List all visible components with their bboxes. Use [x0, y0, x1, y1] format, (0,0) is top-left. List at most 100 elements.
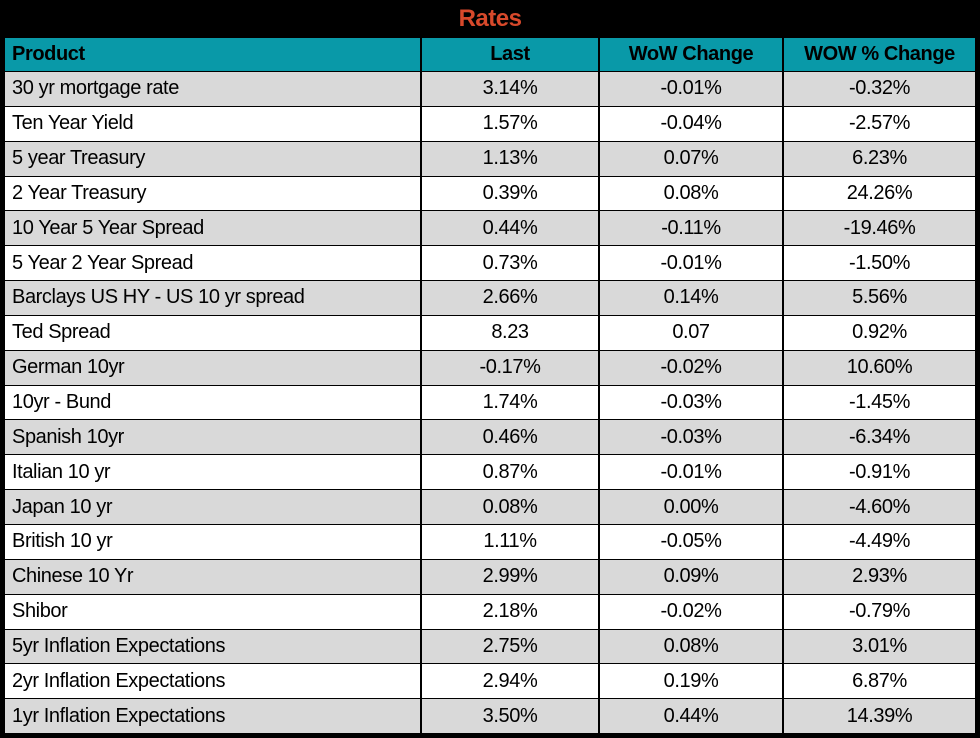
wow-change-cell: 0.44% — [598, 699, 782, 734]
product-cell: Barclays US HY - US 10 yr spread — [12, 286, 305, 309]
wow-pct-change-cell: 6.23% — [782, 141, 975, 176]
product-cell: 1yr Inflation Expectations — [12, 704, 226, 727]
table-row: British 10 yr 1.11% -0.05% -4.49% — [5, 524, 975, 560]
last-cell: 0.39% — [420, 176, 598, 211]
wow-change-cell: -0.03% — [598, 420, 782, 455]
wow-change-cell: -0.02% — [598, 594, 782, 629]
wow-change-cell: -0.03% — [598, 385, 782, 420]
product-cell: Chinese 10 Yr — [12, 565, 134, 588]
last-cell: 2.75% — [420, 629, 598, 664]
last-cell: 1.13% — [420, 141, 598, 176]
last-cell: 2.66% — [420, 281, 598, 315]
wow-pct-change-cell: 14.39% — [782, 699, 975, 734]
wow-pct-change-cell: -19.46% — [782, 211, 975, 246]
table-row: 5 Year 2 Year Spread 0.73% -0.01% -1.50% — [5, 246, 975, 282]
product-cell: 5 Year 2 Year Spread — [12, 251, 194, 274]
table-row: Spanish 10yr 0.46% -0.03% -6.34% — [5, 420, 975, 456]
table-body: 30 yr mortgage rate 3.14% -0.01% -0.32% Ten … — [5, 72, 975, 734]
wow-change-cell: -0.04% — [598, 106, 782, 141]
wow-pct-change-cell: -1.45% — [782, 385, 975, 420]
table-row: Italian 10 yr 0.87% -0.01% -0.91% — [5, 455, 975, 491]
wow-change-cell: -0.01% — [598, 72, 782, 106]
last-cell: 1.74% — [420, 385, 598, 420]
last-cell: 2.94% — [420, 664, 598, 699]
wow-pct-change-cell: -0.32% — [782, 72, 975, 106]
wow-pct-change-cell: -4.49% — [782, 524, 975, 559]
table-row: Japan 10 yr 0.08% 0.00% -4.60% — [5, 490, 975, 525]
wow-pct-change-cell: 24.26% — [782, 176, 975, 211]
product-cell: 10 Year 5 Year Spread — [12, 216, 204, 239]
table-row: 2yr Inflation Expectations 2.94% 0.19% 6.87… — [5, 664, 975, 700]
last-cell: 8.23 — [420, 315, 598, 350]
table-row: 10 Year 5 Year Spread 0.44% -0.11% -19.46% — [5, 211, 975, 247]
wow-change-cell: -0.11% — [598, 211, 782, 246]
wow-change-cell: -0.01% — [598, 246, 782, 281]
product-cell: British 10 yr — [12, 530, 113, 553]
wow-pct-change-cell: -0.79% — [782, 594, 975, 629]
table-row: Ten Year Yield 1.57% -0.04% -2.57% — [5, 106, 975, 142]
rates-table: Product Last WoW Change WOW % Change 30 … — [5, 38, 975, 734]
last-cell: 0.87% — [420, 455, 598, 490]
wow-pct-change-cell: 5.56% — [782, 281, 975, 315]
wow-change-cell: 0.07 — [598, 315, 782, 350]
wow-change-cell: -0.01% — [598, 455, 782, 490]
wow-pct-change-cell: -1.50% — [782, 246, 975, 281]
table-row: Barclays US HY - US 10 yr spread 2.66% 0.1… — [5, 281, 975, 316]
product-cell: Ted Spread — [12, 321, 111, 344]
wow-pct-change-cell: 10.60% — [782, 350, 975, 385]
wow-change-cell: 0.08% — [598, 176, 782, 211]
table-row: 10yr - Bund 1.74% -0.03% -1.45% — [5, 385, 975, 421]
table-row: 5 year Treasury 1.13% 0.07% 6.23% — [5, 141, 975, 177]
product-cell: Japan 10 yr — [12, 495, 113, 518]
table-title-bar: Rates — [0, 0, 980, 38]
product-cell: 2yr Inflation Expectations — [12, 669, 226, 692]
last-cell: 2.18% — [420, 594, 598, 629]
table-row: 5yr Inflation Expectations 2.75% 0.08% 3.01… — [5, 629, 975, 665]
wow-pct-change-cell: 3.01% — [782, 629, 975, 664]
last-cell: 0.46% — [420, 420, 598, 455]
table-row: Chinese 10 Yr 2.99% 0.09% 2.93% — [5, 559, 975, 595]
wow-change-cell: 0.08% — [598, 629, 782, 664]
table-row: Shibor 2.18% -0.02% -0.79% — [5, 594, 975, 630]
product-cell: Spanish 10yr — [12, 425, 124, 448]
last-cell: 1.57% — [420, 106, 598, 141]
wow-change-cell: -0.02% — [598, 350, 782, 385]
product-cell: 10yr - Bund — [12, 391, 111, 414]
column-header-wow-pct-change: WOW % Change — [782, 38, 975, 71]
table-row: 1yr Inflation Expectations 3.50% 0.44% 14.3… — [5, 699, 975, 734]
last-cell: 3.14% — [420, 72, 598, 106]
wow-change-cell: 0.14% — [598, 281, 782, 315]
table-row: Ted Spread 8.23 0.07 0.92% — [5, 315, 975, 351]
table-row: German 10yr -0.17% -0.02% 10.60% — [5, 350, 975, 386]
wow-pct-change-cell: -0.91% — [782, 455, 975, 490]
last-cell: 3.50% — [420, 699, 598, 734]
last-cell: 0.44% — [420, 211, 598, 246]
column-header-last: Last — [420, 38, 598, 71]
column-header-wow-change: WoW Change — [598, 38, 782, 71]
wow-pct-change-cell: 2.93% — [782, 559, 975, 594]
wow-change-cell: 0.00% — [598, 490, 782, 524]
column-header-product: Product — [12, 43, 85, 65]
product-cell: Ten Year Yield — [12, 112, 134, 135]
last-cell: 1.11% — [420, 524, 598, 559]
table-row: 30 yr mortgage rate 3.14% -0.01% -0.32% — [5, 72, 975, 107]
wow-change-cell: -0.05% — [598, 524, 782, 559]
table-header-row: Product Last WoW Change WOW % Change — [5, 38, 975, 72]
product-cell: 2 Year Treasury — [12, 181, 147, 204]
product-cell: Italian 10 yr — [12, 460, 111, 483]
last-cell: 0.08% — [420, 490, 598, 524]
wow-pct-change-cell: -2.57% — [782, 106, 975, 141]
wow-change-cell: 0.19% — [598, 664, 782, 699]
wow-pct-change-cell: 6.87% — [782, 664, 975, 699]
wow-pct-change-cell: -6.34% — [782, 420, 975, 455]
table-title: Rates — [458, 5, 522, 32]
product-cell: Shibor — [12, 600, 68, 623]
product-cell: German 10yr — [12, 356, 125, 379]
product-cell: 5 year Treasury — [12, 147, 145, 170]
last-cell: 2.99% — [420, 559, 598, 594]
last-cell: 0.73% — [420, 246, 598, 281]
wow-change-cell: 0.09% — [598, 559, 782, 594]
product-cell: 30 yr mortgage rate — [12, 77, 179, 100]
wow-change-cell: 0.07% — [598, 141, 782, 176]
